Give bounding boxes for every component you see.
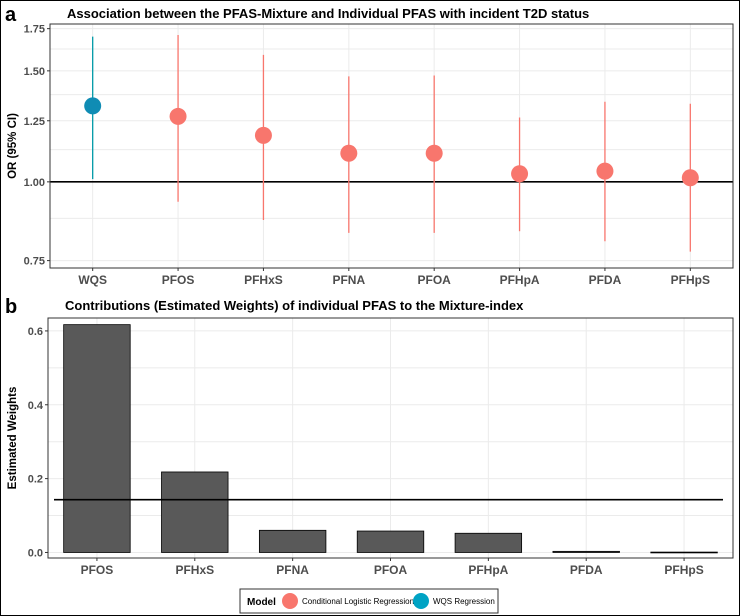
legend-key-clr: [282, 593, 298, 609]
legend: Model Conditional Logistic Regression WQ…: [239, 588, 499, 614]
panel-a-xtick-label: PFOA: [418, 273, 452, 287]
bar-pfna: [258, 529, 327, 553]
panel-a-plot-border: [49, 23, 734, 269]
bar-pfda: [552, 550, 620, 553]
panel-a-xtick-label: PFOS: [162, 273, 195, 287]
legend-title: Model: [247, 597, 276, 608]
panel-a-ytick-label: 1.00: [24, 177, 45, 189]
panel-b-x-ticks: PFOS PFHxS PFNA PFOA PFHpA PFDA PFHpS: [81, 558, 704, 577]
panel-a-xtick-label: PFHpA: [500, 273, 540, 287]
panel-a-xtick-label: PFHxS: [244, 273, 283, 287]
panel-b-bars: [63, 324, 718, 554]
panel-a-title: Association between the PFAS-Mixture and…: [67, 6, 589, 21]
panel-b-xtick-label: PFHxS: [175, 563, 214, 577]
panel-a-marks: [84, 34, 699, 252]
point-pfhps: [681, 169, 699, 187]
panel-a-letter: a: [5, 4, 17, 26]
point-pfoa: [425, 144, 443, 162]
point-pfos: [169, 107, 187, 125]
point-pfda: [596, 162, 614, 180]
panel-a-xtick-label: PFHpS: [671, 273, 710, 287]
panel-b-xtick-label: PFOS: [81, 563, 114, 577]
panel-b-y-ticks: 0.0 0.2 0.4 0.6: [28, 326, 48, 559]
panel-b-xtick-label: PFDA: [570, 563, 603, 577]
panel-b-letter: b: [5, 296, 17, 318]
bar-pfhxs: [161, 471, 229, 553]
panel-a-ytick-label: 1.25: [24, 116, 45, 128]
bar-pfos: [63, 324, 131, 553]
panel-a-ytick-label: 1.75: [24, 24, 45, 36]
panel-b-y-axis-label: Estimated Weights: [7, 387, 19, 490]
panel-a-xtick-label: PFDA: [589, 273, 622, 287]
panel-b-ytick-label: 0.6: [28, 326, 43, 338]
point-pfhxs: [254, 126, 272, 144]
panel-a-ytick-label: 0.75: [24, 256, 45, 268]
panel-b-bar-chart: b Contributions (Estimated Weights) of i…: [5, 296, 734, 577]
panel-b-xtick-label: PFHpS: [664, 563, 703, 577]
panel-a-y-ticks: 0.75 1.00 1.25 1.50 1.75: [24, 24, 50, 268]
panel-b-title: Contributions (Estimated Weights) of ind…: [65, 298, 524, 313]
panel-a-forest-plot: a Association between the PFAS-Mixture a…: [5, 4, 734, 287]
panel-a-ytick-label: 1.50: [24, 66, 45, 78]
panel-b-xtick-label: PFNA: [276, 563, 309, 577]
panel-a-xtick-label: PFNA: [332, 273, 365, 287]
point-wqs: [84, 97, 102, 115]
panel-b-xtick-label: PFHpA: [468, 563, 508, 577]
legend-label-clr: Conditional Logistic Regression: [302, 597, 414, 606]
legend-label-wqs: WQS Regression: [433, 597, 495, 606]
panel-b-ytick-label: 0.4: [28, 400, 44, 412]
panel-a-xtick-label: WQS: [78, 273, 107, 287]
bar-pfoa: [356, 530, 425, 553]
panel-a-y-axis-label: OR (95% CI): [7, 113, 19, 179]
point-pfhpa: [511, 165, 529, 183]
panel-b-xtick-label: PFOA: [374, 563, 408, 577]
panel-b-ytick-label: 0.0: [28, 547, 43, 559]
panel-a-x-ticks: WQS PFOS PFHxS PFNA PFOA PFHpA PFDA PFHpS: [78, 268, 710, 287]
point-pfna: [340, 144, 358, 162]
legend-key-wqs: [413, 593, 429, 609]
bar-pfhps: [650, 551, 718, 554]
bar-pfhpa: [454, 532, 523, 553]
panel-b-ytick-label: 0.2: [28, 474, 43, 486]
